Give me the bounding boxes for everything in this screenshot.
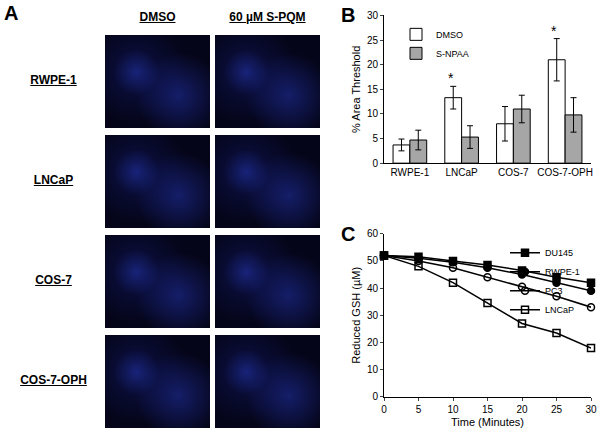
svg-text:20: 20 (367, 59, 379, 70)
svg-text:30: 30 (585, 404, 597, 415)
svg-text:5: 5 (372, 133, 378, 144)
svg-text:40: 40 (367, 283, 379, 294)
svg-text:10: 10 (447, 404, 459, 415)
svg-text:0: 0 (372, 391, 378, 402)
html-text:DMSO: DMSO (139, 10, 176, 24)
svg-text:COS-7: COS-7 (498, 167, 529, 178)
html-text:60 µM S-PQM: 60 µM S-PQM (229, 10, 306, 24)
svg-text:Reduced GSH (µM): Reduced GSH (µM) (350, 267, 362, 364)
svg-text:25: 25 (367, 35, 379, 46)
html-text:COS-7-OPH: COS-7-OPH (20, 373, 87, 387)
html-text:RWPE-1: RWPE-1 (30, 73, 77, 87)
svg-text:30: 30 (367, 10, 379, 21)
svg-text:PC3: PC3 (545, 286, 563, 296)
svg-text:LNCaP: LNCaP (445, 167, 478, 178)
svg-text:DMSO: DMSO (436, 30, 463, 40)
svg-text:DU145: DU145 (545, 248, 573, 258)
svg-text:50: 50 (367, 255, 379, 266)
svg-text:60: 60 (367, 228, 379, 239)
svg-text:S-NPAA: S-NPAA (436, 49, 469, 59)
svg-text:Time (Minutes): Time (Minutes) (451, 416, 524, 428)
svg-text:RWPE-1: RWPE-1 (545, 267, 580, 277)
svg-text:B: B (341, 4, 355, 26)
html-text:COS-7: COS-7 (35, 273, 72, 287)
svg-text:0: 0 (372, 158, 378, 169)
svg-text:10: 10 (367, 364, 379, 375)
svg-text:20: 20 (516, 404, 528, 415)
svg-text:10: 10 (367, 108, 379, 119)
svg-text:LNCaP: LNCaP (545, 305, 574, 315)
svg-text:% Area Threshold: % Area Threshold (350, 46, 362, 133)
svg-text:30: 30 (367, 310, 379, 321)
svg-text:0: 0 (381, 404, 387, 415)
svg-text:C: C (341, 223, 355, 245)
svg-text:15: 15 (367, 84, 379, 95)
svg-text:15: 15 (482, 404, 494, 415)
html-text:LNCaP: LNCaP (33, 173, 74, 187)
svg-text:RWPE-1: RWPE-1 (391, 167, 430, 178)
svg-text:25: 25 (551, 404, 563, 415)
svg-text:COS-7-OPH: COS-7-OPH (537, 167, 593, 178)
svg-text:5: 5 (416, 404, 422, 415)
html-text:A: A (4, 2, 19, 24)
svg-text:20: 20 (367, 337, 379, 348)
svg-text:*: * (448, 70, 454, 86)
svg-text:*: * (551, 23, 557, 39)
